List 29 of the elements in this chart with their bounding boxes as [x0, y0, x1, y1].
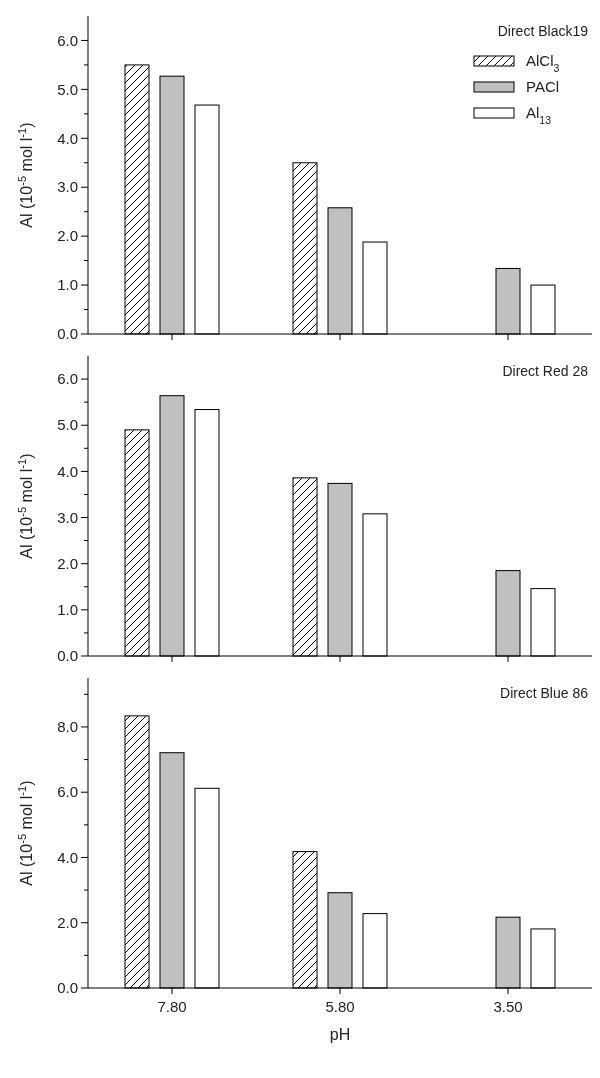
text: Direct Red 28 [502, 363, 589, 379]
y-tick-label: 4.0 [57, 129, 78, 147]
y-tick-label: 1.0 [57, 601, 78, 619]
text: Direct Black19 [497, 23, 589, 39]
y-tick-label: 0.0 [57, 647, 78, 665]
x-tick-label: 3.50 [493, 998, 523, 1015]
y-tick-label: 2.0 [57, 227, 78, 245]
x-tick-label: 5.80 [325, 998, 355, 1015]
x-axis-title: pH [329, 1026, 351, 1043]
legend-label: PACl [526, 78, 560, 95]
y-tick-label: 3.0 [57, 178, 78, 196]
text: Direct Blue 86 [500, 685, 589, 701]
y-tick-label: 6.0 [57, 783, 78, 801]
y-tick-label: 3.0 [57, 508, 78, 526]
y-tick-label: 2.0 [57, 913, 78, 931]
y-tick-label: 0.0 [57, 325, 78, 343]
y-tick-label: 5.0 [57, 80, 78, 98]
y-tick-label: 1.0 [57, 276, 78, 294]
y-tick-label: 8.0 [57, 718, 78, 736]
legend-label: AlCl$_{3}$ [526, 52, 560, 74]
y-tick-label: 5.0 [57, 416, 78, 434]
y-tick-label: 6.0 [57, 370, 78, 388]
y-tick-label: 4.0 [57, 462, 78, 480]
y-tick-label: 0.0 [57, 979, 78, 997]
y-tick-label: 4.0 [57, 848, 78, 866]
x-tick-label: 7.80 [157, 998, 187, 1015]
y-tick-label: 6.0 [57, 31, 78, 49]
y-tick-label: 2.0 [57, 554, 78, 572]
legend-label: Al$_{13}$ [526, 104, 552, 126]
